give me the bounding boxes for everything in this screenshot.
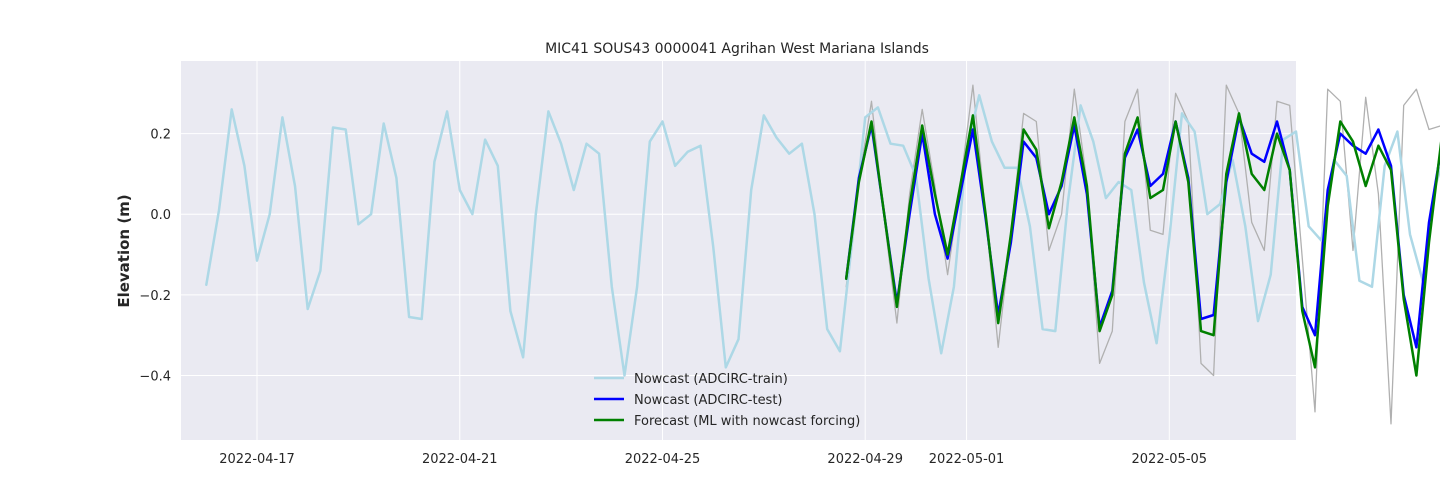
- x-tick-label: 2022-04-25: [625, 452, 701, 467]
- plot-area: [181, 61, 1296, 440]
- x-tick-label: 2022-05-05: [1132, 452, 1208, 467]
- legend-label-test: Nowcast (ADCIRC-test): [634, 393, 783, 408]
- legend-label-train: Nowcast (ADCIRC-train): [634, 372, 788, 387]
- legend-label-forecast: Forecast (ML with nowcast forcing): [634, 414, 860, 429]
- y-axis-label: Elevation (m): [115, 194, 133, 307]
- x-tick-label: 2022-05-01: [929, 452, 1005, 467]
- series-line-train: [205, 94, 1440, 377]
- y-axis-ticks: −0.4 −0.2 0.0 0.2: [139, 128, 171, 385]
- y-tick-label: −0.2: [139, 289, 171, 304]
- x-axis-ticks: 2022-04-17 2022-04-21 2022-04-25 2022-04-29…: [219, 452, 1207, 467]
- y-tick-label: 0.0: [150, 208, 171, 223]
- y-tick-label: 0.2: [150, 128, 171, 143]
- x-tick-label: 2022-04-29: [827, 452, 903, 467]
- legend: Nowcast (ADCIRC-train) Nowcast (ADCIRC-te…: [594, 372, 860, 429]
- chart-title: MIC41 SOUS43 0000041 Agrihan West Marian…: [545, 41, 929, 57]
- series-layer: [205, 84, 1440, 425]
- y-tick-label: −0.4: [139, 369, 171, 384]
- x-tick-label: 2022-04-21: [422, 452, 498, 467]
- series-line-forecast: [844, 112, 1440, 377]
- x-tick-label: 2022-04-17: [219, 452, 295, 467]
